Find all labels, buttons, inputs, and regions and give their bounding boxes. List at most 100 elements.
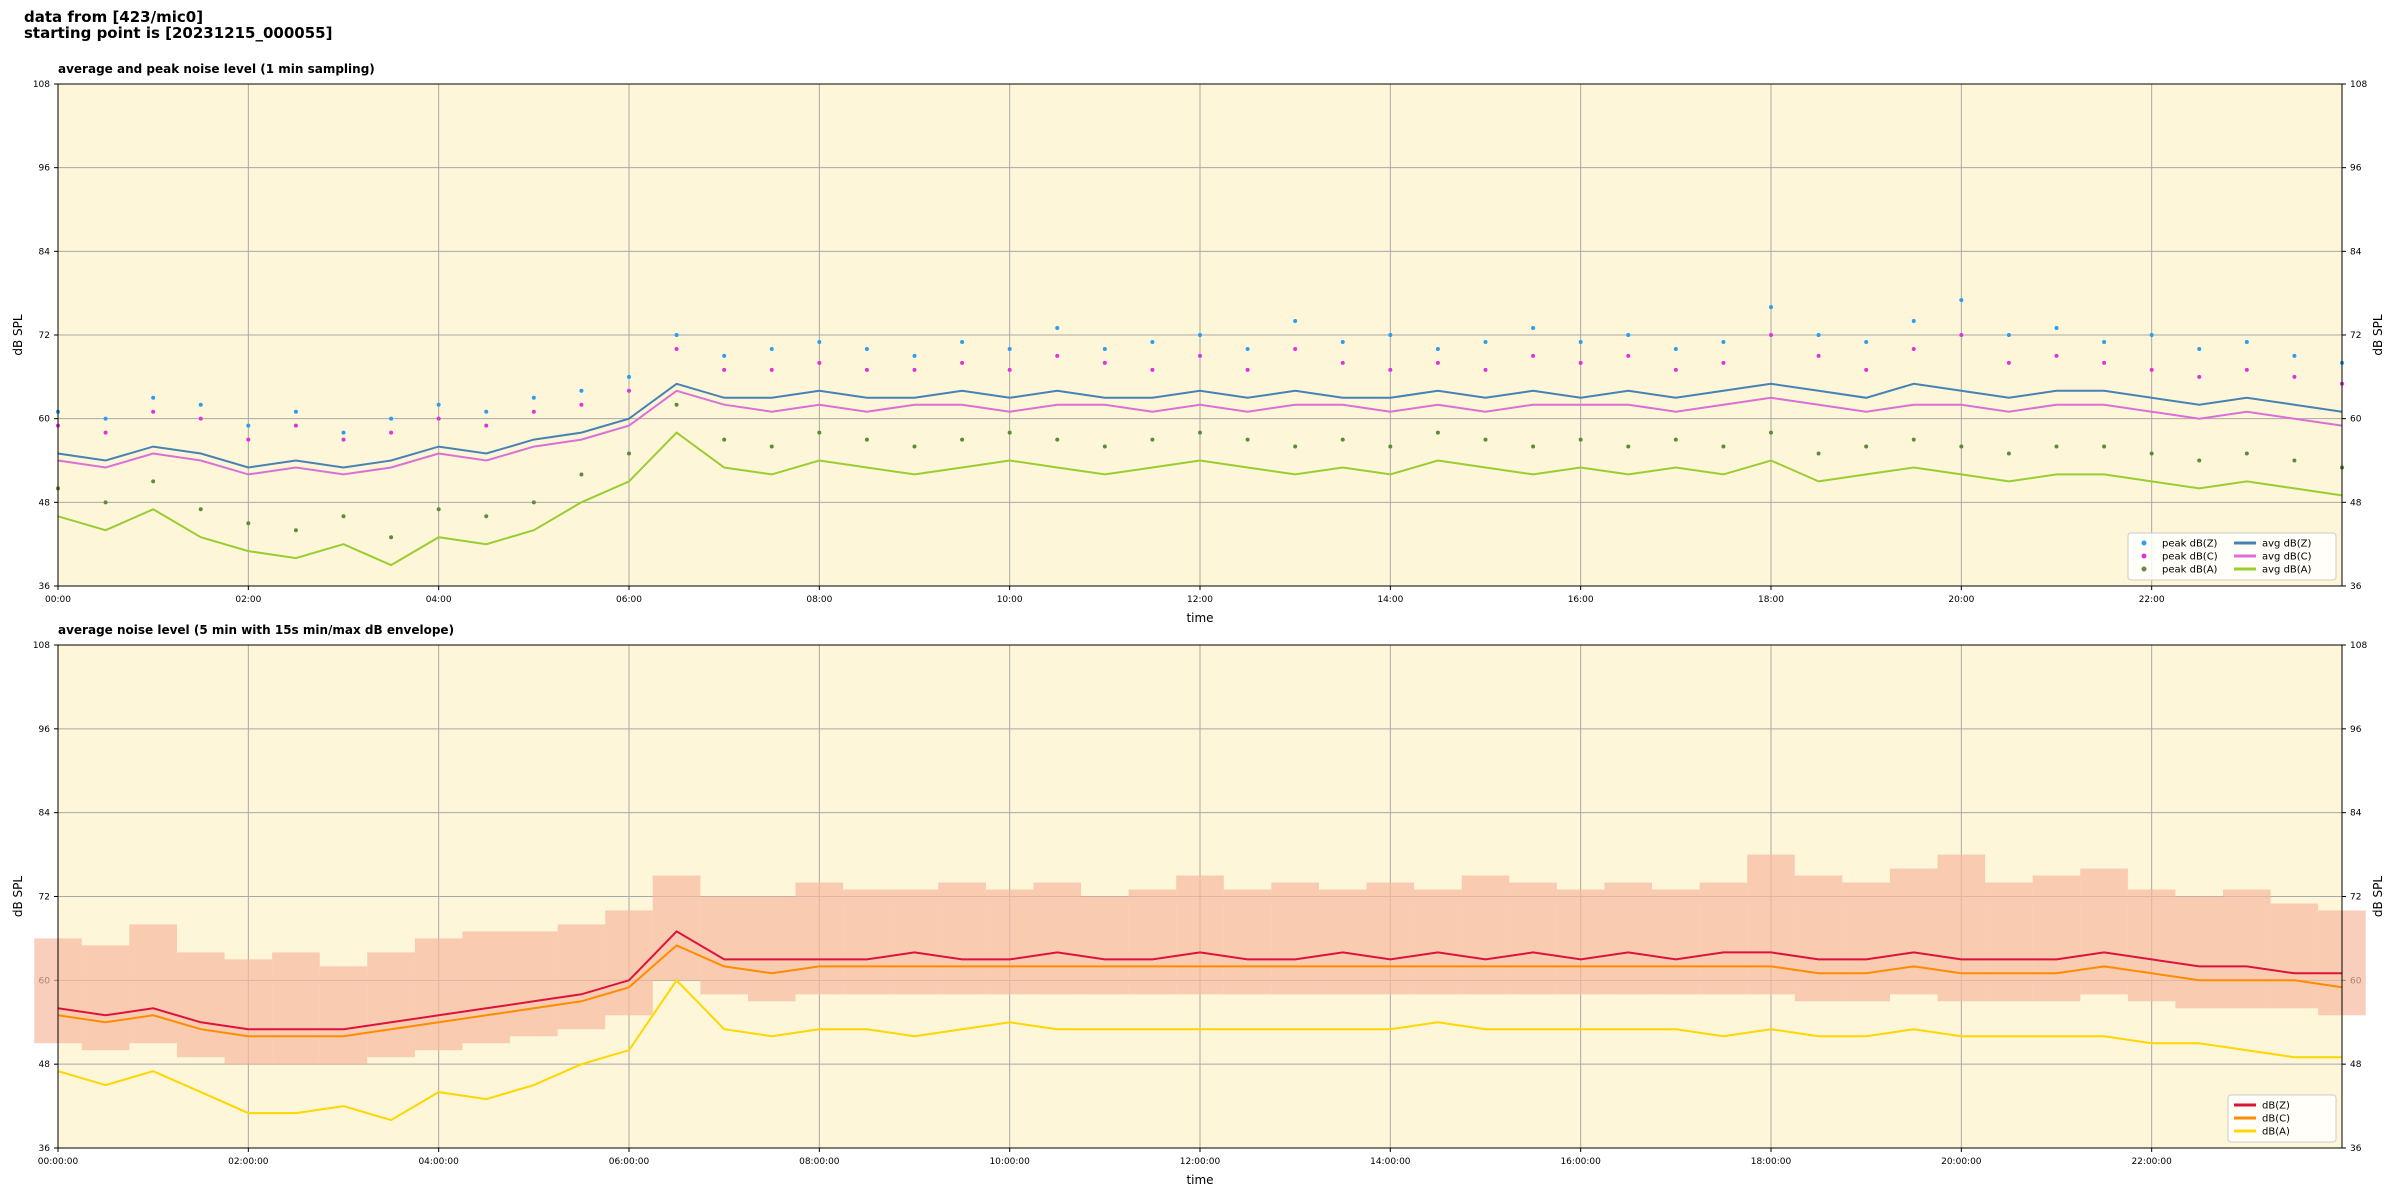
peak-point: [2149, 333, 2154, 337]
peak-point: [293, 409, 298, 414]
x-tick-label: 22:00:00: [2131, 1157, 2172, 1167]
x-tick-label: 18:00:00: [1751, 1157, 1792, 1167]
peak-point: [1959, 333, 1964, 337]
legend-label: peak dB(Z): [2162, 539, 2218, 550]
peak-point: [722, 437, 727, 442]
peak-point: [389, 535, 394, 540]
x-tick-label: 10:00: [997, 595, 1023, 605]
peak-point: [960, 437, 965, 442]
peak-point: [1293, 319, 1298, 324]
x-tick-label: 14:00:00: [1370, 1157, 1411, 1167]
peak-point: [1864, 339, 1869, 344]
peak-point: [769, 444, 774, 449]
envelope-band: [700, 896, 748, 995]
envelope-band: [272, 952, 320, 1065]
peak-point: [2006, 360, 2011, 365]
peak-point: [1007, 367, 1012, 372]
peak-point: [674, 346, 679, 351]
x-tick-label: 00:00:00: [38, 1157, 79, 1167]
peak-point: [722, 367, 727, 372]
peak-point: [151, 395, 156, 400]
x-tick-label: 20:00:00: [1941, 1157, 1982, 1167]
peak-point: [1055, 326, 1060, 331]
peak-point: [2292, 353, 2297, 358]
peak-point: [1769, 430, 1773, 435]
peak-point: [1007, 346, 1012, 351]
x-tick-label: 20:00: [1948, 595, 1974, 605]
peak-point: [1769, 305, 1773, 310]
envelope-band: [1509, 882, 1557, 995]
y-axis-label: dB SPL: [11, 876, 25, 918]
peak-point: [627, 451, 631, 456]
envelope-band: [2032, 875, 2081, 1002]
x-tick-label: 12:00: [1187, 595, 1213, 605]
peak-point: [1245, 346, 1250, 351]
envelope-band: [843, 889, 891, 995]
envelope-band: [2270, 903, 2319, 1009]
y-tick-label: 36: [39, 582, 51, 592]
peak-point: [1816, 353, 1821, 358]
envelope-band: [224, 959, 273, 1065]
peak-point: [1578, 360, 1583, 365]
plot-frame: [57, 644, 2343, 1149]
y2-tick-label: 72: [2350, 331, 2361, 341]
envelope-band: [652, 875, 701, 981]
peak-point: [1102, 360, 1107, 365]
peak-point: [341, 430, 346, 435]
envelope-band: [1556, 889, 1605, 995]
envelope-band: [890, 889, 939, 995]
peak-point: [198, 507, 203, 512]
peak-point: [1626, 333, 1631, 337]
legend-box: [2127, 532, 2337, 581]
y2-tick-label: 36: [2350, 582, 2362, 592]
peak-point: [769, 346, 774, 351]
peak-point: [1721, 360, 1726, 365]
x-tick-label: 04:00:00: [418, 1157, 459, 1167]
series-line: [57, 382, 2343, 469]
legend-label: dB(C): [2262, 1114, 2290, 1125]
y2-tick-label: 108: [2350, 80, 2367, 90]
y-tick-label: 108: [33, 641, 50, 651]
envelope-band: [747, 896, 796, 1002]
peak-point: [1531, 326, 1536, 331]
peak-point: [627, 388, 631, 393]
y2-tick-label: 96: [2350, 725, 2362, 735]
peak-point: [1673, 346, 1678, 351]
peak-point: [864, 367, 869, 372]
peak-point: [246, 423, 251, 428]
peak-point: [817, 339, 822, 344]
envelope-band: [81, 945, 130, 1051]
peak-point: [436, 416, 441, 421]
peak-point: [817, 430, 822, 435]
envelope-band: [2080, 868, 2128, 995]
peak-point: [674, 402, 679, 407]
envelope-band: [985, 889, 1034, 995]
x-tick-label: 16:00: [1568, 595, 1594, 605]
peak-point: [1198, 353, 1202, 358]
peak-point: [1245, 367, 1250, 372]
x-tick-label: 08:00:00: [799, 1157, 840, 1167]
y-axis-label: dB SPL: [11, 314, 25, 356]
envelope-band: [1033, 882, 1082, 995]
chart-title: average noise level (5 min with 15s min/…: [58, 623, 454, 637]
envelope-band: [129, 924, 177, 1044]
peak-point: [484, 423, 489, 428]
peak-point: [1626, 444, 1631, 449]
peak-point: [1959, 298, 1964, 303]
header-line: data from [423/mic0]: [24, 8, 203, 26]
peak-point: [1340, 339, 1345, 344]
envelope-band: [319, 966, 368, 1065]
envelope-band: [1842, 882, 1890, 1002]
peak-point: [1388, 333, 1393, 337]
envelope-band: [462, 931, 511, 1044]
peak-point: [103, 500, 108, 505]
peak-point: [912, 353, 917, 358]
legend-label: avg dB(A): [2262, 565, 2312, 576]
x-tick-label: 04:00: [426, 595, 452, 605]
envelope-band: [1223, 889, 1272, 995]
peak-point: [436, 507, 441, 512]
y2-tick-label: 36: [2350, 1144, 2362, 1154]
peak-point: [1959, 444, 1964, 449]
peak-point: [2006, 333, 2011, 337]
